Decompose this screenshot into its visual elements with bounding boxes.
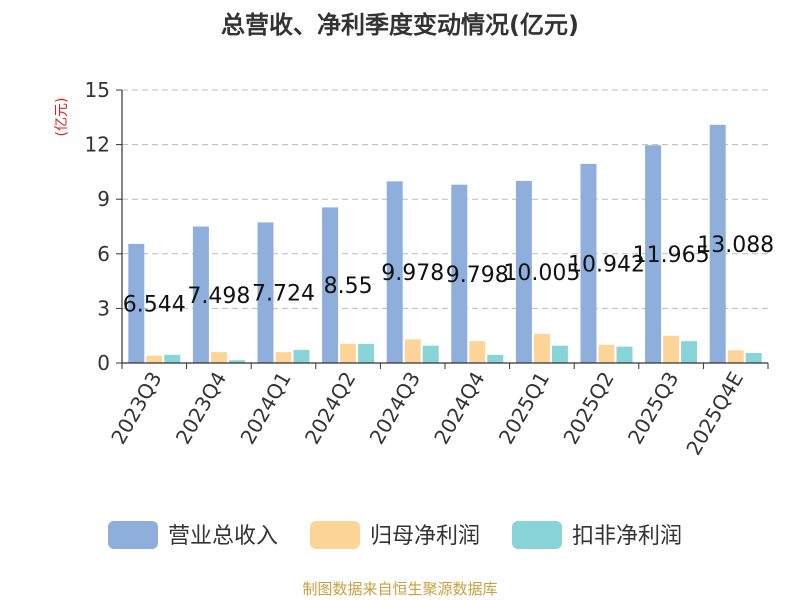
x-tick-label: 2024Q4 <box>429 368 489 449</box>
bar-series2 <box>164 354 181 363</box>
bar-series0 <box>580 163 597 363</box>
bar-series0 <box>128 243 145 363</box>
bar-series2 <box>358 343 375 363</box>
source-note: 制图数据来自恒生聚源数据库 <box>302 580 498 598</box>
data-label: 13.088 <box>697 233 774 258</box>
bar-series2 <box>228 360 245 363</box>
x-tick-label: 2024Q3 <box>365 368 425 449</box>
bar-series1 <box>533 333 550 363</box>
legend-swatch <box>512 521 562 549</box>
bar-series2 <box>681 341 698 363</box>
y-tick-label: 12 <box>85 133 110 157</box>
bar-series0 <box>709 124 726 363</box>
x-tick-label: 2023Q4 <box>171 368 231 449</box>
data-label: 9.978 <box>381 261 444 286</box>
legend-swatch <box>108 521 158 549</box>
x-tick-label: 2025Q4E <box>681 368 748 460</box>
gridlines <box>122 89 768 309</box>
bar-series1 <box>469 341 486 363</box>
x-tick-label: 2025Q1 <box>494 368 554 449</box>
y-axis-label: (亿元) <box>54 98 70 137</box>
y-tick-label: 6 <box>97 242 110 266</box>
bar-series1 <box>404 339 421 363</box>
data-label: 6.544 <box>123 292 186 317</box>
bar-series0 <box>192 226 209 363</box>
bar-series0 <box>451 184 468 363</box>
x-tick-label: 2023Q3 <box>106 368 166 449</box>
bar-series1 <box>663 335 680 363</box>
bar-series2 <box>551 345 568 363</box>
data-label: 9.798 <box>446 263 509 288</box>
data-labels: 6.544 7.498 7.724 8.55 9.978 9.79810.00510.94… <box>123 233 774 318</box>
bars <box>128 124 762 363</box>
bar-series2 <box>293 349 310 363</box>
legend-label: 扣非净利润 <box>572 524 682 549</box>
bar-series1 <box>210 352 227 363</box>
bar-series2 <box>422 345 439 363</box>
data-label: 7.724 <box>252 282 315 307</box>
legend-swatch <box>310 521 360 549</box>
data-label: 10.942 <box>568 252 645 277</box>
x-tick-label: 2024Q2 <box>300 368 360 449</box>
bar-series2 <box>616 346 633 363</box>
x-tick-label: 2025Q2 <box>558 368 618 449</box>
y-tick-label: 9 <box>97 187 110 211</box>
bar-series2 <box>745 352 762 363</box>
bar-series1 <box>727 350 744 363</box>
y-tick-label: 15 <box>85 78 110 102</box>
bar-series1 <box>146 355 163 363</box>
legend-label: 归母净利润 <box>370 524 480 549</box>
bar-series0 <box>386 181 403 363</box>
data-label: 10.005 <box>503 261 580 286</box>
x-tick-label: 2025Q3 <box>623 368 683 449</box>
legend-label: 营业总收入 <box>168 524 278 549</box>
data-label: 7.498 <box>187 284 250 309</box>
y-tick-label: 0 <box>97 351 110 375</box>
chart-title: 总营收、净利季度变动情况(亿元) <box>221 11 579 39</box>
data-label: 11.965 <box>633 243 710 268</box>
legend: 营业总收入 归母净利润 扣非净利润 <box>108 521 682 549</box>
bar-series1 <box>340 343 357 363</box>
bar-series0 <box>257 222 274 363</box>
data-label: 8.55 <box>324 274 373 299</box>
bar-series2 <box>487 354 504 363</box>
bar-series0 <box>645 145 662 363</box>
bar-series1 <box>598 344 615 363</box>
bar-series0 <box>515 180 532 363</box>
bar-series1 <box>275 352 292 363</box>
bar-series0 <box>322 207 339 363</box>
y-tick-label: 3 <box>97 296 110 320</box>
x-tick-label: 2024Q1 <box>235 368 295 449</box>
